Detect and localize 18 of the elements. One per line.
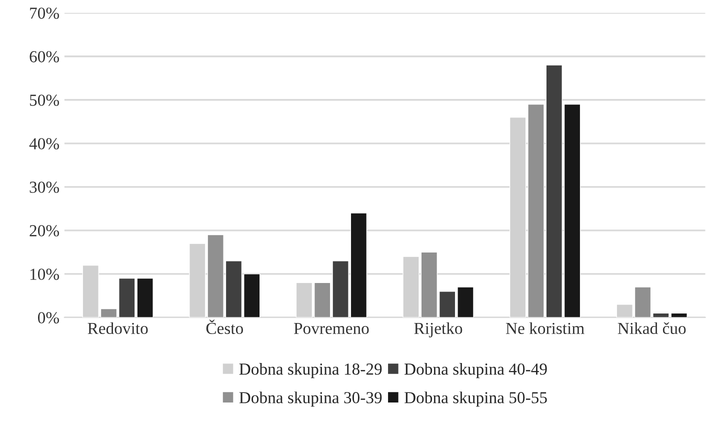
legend-label: Dobna skupina 30-39	[239, 392, 382, 407]
legend-label: Dobna skupina 50-55	[404, 392, 547, 407]
y-tick-label: 10%	[30, 268, 60, 280]
x-tick-label: Redovito	[88, 322, 148, 334]
y-tick-label: 60%	[30, 51, 60, 62]
y-tick-label: 40%	[29, 138, 60, 150]
legend-label: Dobna skupina 18-29	[239, 363, 382, 378]
x-tick-label: Ne koristim	[506, 322, 584, 334]
x-tick-label: Nikad čuo	[618, 322, 686, 334]
y-tick-label: 20%	[30, 225, 60, 236]
x-tick-label: Rijetko	[414, 322, 462, 338]
x-tick-label: Povremeno	[294, 322, 369, 334]
legend-label: Dobna skupina 40-49	[404, 363, 547, 378]
y-tick-label: 0%	[38, 312, 60, 324]
y-tick-label: 30%	[30, 182, 60, 193]
y-tick-label: 70%	[30, 8, 60, 19]
x-tick-label: Često	[206, 320, 243, 334]
y-tick-label: 50%	[30, 94, 60, 106]
